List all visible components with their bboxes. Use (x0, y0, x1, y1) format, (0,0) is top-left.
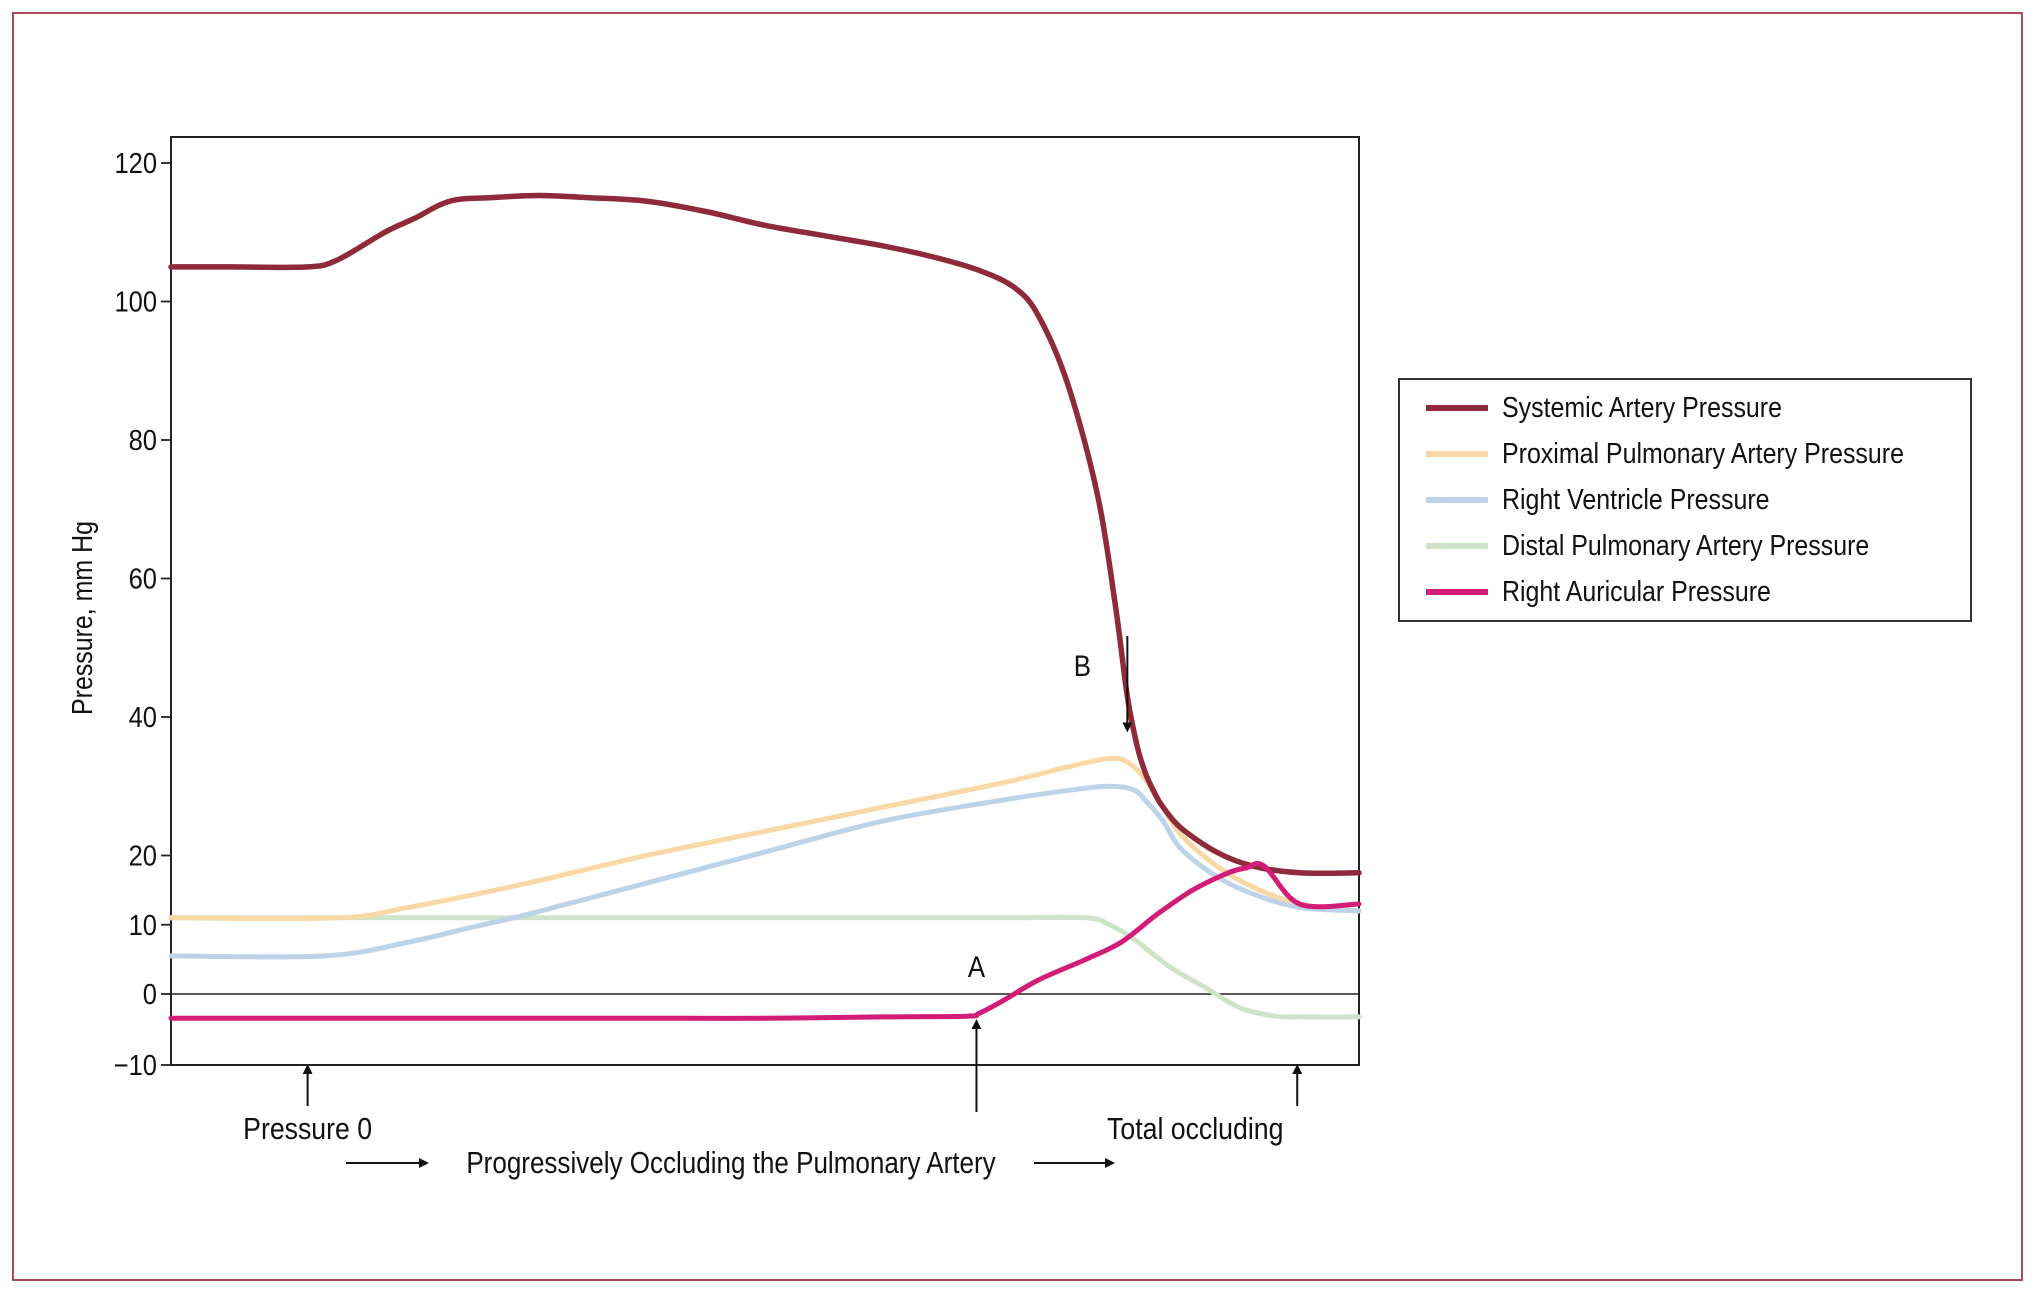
y-tick-label: −10 (114, 1048, 157, 1081)
legend-swatch-proximal (1426, 451, 1488, 457)
figure-frame (12, 12, 2023, 1281)
legend-swatch-distal (1426, 543, 1488, 549)
legend-item-distal: Distal Pulmonary Artery Pressure (1426, 526, 1929, 566)
series-systemic-artery (168, 192, 1362, 877)
legend-swatch-systemic (1426, 405, 1488, 411)
series-proximal-pulmonary (168, 755, 1362, 922)
label-pressure-0: Pressure 0 (243, 1112, 372, 1146)
series-right-ventricle (168, 783, 1362, 960)
legend-label-distal: Distal Pulmonary Artery Pressure (1502, 529, 1870, 562)
y-tick-label: 10 (129, 908, 157, 941)
legend-item-proximal: Proximal Pulmonary Artery Pressure (1426, 434, 1969, 474)
series-right-auricular (168, 861, 1362, 1021)
legend-item-right-auricular: Right Auricular Pressure (1426, 572, 1815, 612)
annotations-group: A B Pressure 0 Total occluding (243, 636, 1303, 1147)
y-axis-label: Pressure, mm Hg (66, 521, 98, 715)
legend-label-right-auricular: Right Auricular Pressure (1502, 575, 1771, 608)
y-tick-label: 0 (143, 977, 157, 1010)
y-tick-label: 60 (129, 562, 157, 595)
series-group (168, 192, 1362, 1021)
y-tick-label: 120 (114, 146, 157, 179)
label-b: B (1074, 649, 1091, 682)
y-tick-label: 100 (114, 285, 157, 318)
legend-item-right-ventricle: Right Ventricle Pressure (1426, 480, 1813, 520)
legend-swatch-right-auricular (1426, 589, 1488, 595)
y-tick-label: 40 (129, 700, 157, 733)
legend-label-right-ventricle: Right Ventricle Pressure (1502, 483, 1770, 516)
legend-swatch-right-ventricle (1426, 497, 1488, 503)
y-tick-label: 20 (129, 839, 157, 872)
label-total-occluding: Total occluding (1107, 1112, 1283, 1146)
series-distal-pulmonary (168, 914, 1362, 1020)
legend-label-systemic: Systemic Artery Pressure (1502, 391, 1782, 424)
x-axis-label: Progressively Occluding the Pulmonary Ar… (466, 1146, 996, 1181)
legend-item-systemic: Systemic Artery Pressure (1426, 388, 1828, 428)
y-tick-label: 80 (129, 423, 157, 456)
legend: Systemic Artery Pressure Proximal Pulmon… (1398, 378, 1972, 622)
plot-area-border (170, 136, 1360, 1066)
label-a: A (968, 950, 986, 983)
legend-label-proximal: Proximal Pulmonary Artery Pressure (1502, 437, 1904, 470)
